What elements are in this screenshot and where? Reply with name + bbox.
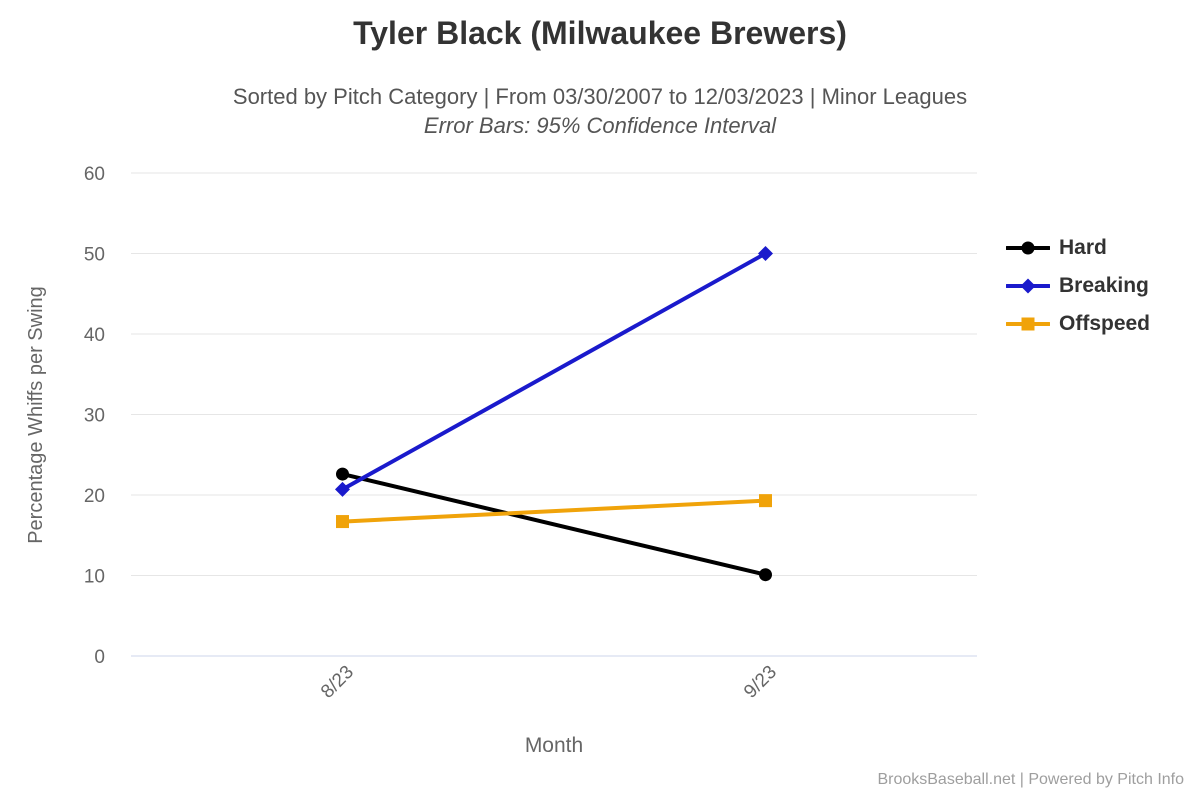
series-line-hard	[340, 472, 768, 577]
series-point-breaking[interactable]	[758, 246, 773, 261]
legend-square-icon	[1006, 317, 1050, 331]
series-point-breaking[interactable]	[335, 481, 350, 497]
series-line-offspeed	[340, 498, 768, 524]
legend-circle-marker	[1021, 241, 1035, 255]
series-point-offspeed[interactable]	[336, 515, 349, 529]
legend-diamond-marker	[1020, 278, 1036, 294]
legend-circle-icon	[1006, 241, 1050, 255]
legend-diamond-icon	[1006, 278, 1050, 294]
x-axis-title: Month	[524, 734, 584, 757]
series-point-hard[interactable]	[759, 568, 772, 582]
y-tick-label: 40	[84, 325, 105, 346]
legend-item-offspeed[interactable]: Offspeed	[1006, 312, 1150, 336]
legend-square-marker	[1021, 317, 1035, 331]
x-tick-label: 9/23	[740, 662, 781, 703]
y-tick-label: 50	[84, 245, 105, 266]
legend-label-offspeed: Offspeed	[1059, 312, 1151, 335]
credits-text: BrooksBaseball.net | Powered by Pitch In…	[877, 771, 1184, 788]
chart-title: Tyler Black (Milwaukee Brewers)	[353, 15, 847, 51]
legend: Hard Breaking Offspeed	[1006, 236, 1150, 336]
y-tick-label: 20	[84, 486, 105, 507]
legend-item-breaking[interactable]: Breaking	[1006, 274, 1150, 298]
legend-label-hard: Hard	[1059, 236, 1107, 259]
y-tick-label: 30	[84, 406, 105, 427]
y-tick-label: 60	[84, 164, 105, 185]
series-line-breaking	[340, 251, 768, 492]
chart-subtitle: Sorted by Pitch Category | From 03/30/20…	[232, 84, 968, 109]
y-tick-label: 0	[94, 647, 105, 668]
legend-label-breaking: Breaking	[1059, 274, 1149, 297]
series-point-offspeed[interactable]	[759, 494, 772, 508]
series-point-hard[interactable]	[336, 467, 349, 481]
y-tick-label: 10	[84, 567, 105, 588]
chart-subtitle-note: Error Bars: 95% Confidence Interval	[423, 113, 777, 138]
x-tick-label: 8/23	[317, 662, 358, 703]
legend-item-hard[interactable]: Hard	[1006, 236, 1150, 260]
